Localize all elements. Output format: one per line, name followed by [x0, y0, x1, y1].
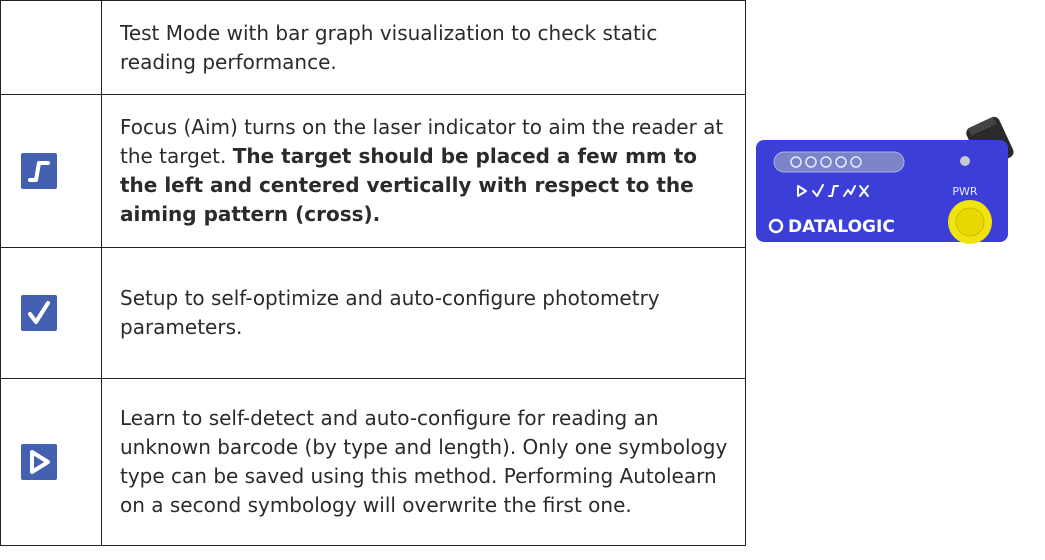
setup-icon — [21, 295, 57, 331]
text-cell: Focus (Aim) turns on the laser indicator… — [101, 94, 746, 248]
text-cell: Setup to self-optimize and auto-configur… — [101, 247, 746, 379]
description: Setup to self-optimize and auto-configur… — [120, 286, 660, 339]
table-row: Focus (Aim) turns on the laser indicator… — [0, 94, 746, 248]
power-label: PWR — [952, 185, 978, 198]
description: Focus (Aim) turns on the laser indicator… — [120, 115, 724, 168]
text-cell: Test Mode with bar graph visualization t… — [101, 0, 746, 95]
device-image: PWR DATALOGIC — [756, 116, 1014, 244]
icon-cell — [0, 378, 102, 546]
icon-cell — [0, 247, 102, 379]
table-row: Learn to self-detect and auto-configure … — [0, 378, 746, 546]
text-cell: Learn to self-detect and auto-configure … — [101, 378, 746, 546]
table-row: Setup to self-optimize and auto-configur… — [0, 247, 746, 379]
icon-cell — [0, 0, 102, 95]
description: Test Mode with bar graph visualization t… — [120, 20, 658, 74]
function-table: Test Mode with bar graph visualization t… — [0, 0, 746, 546]
description-emphasis: The target should be placed a few mm to … — [120, 144, 698, 226]
brand-label: DATALOGIC — [788, 217, 895, 237]
learn-icon — [21, 444, 57, 480]
table-row: Test Mode with bar graph visualization t… — [0, 0, 746, 95]
description: Learn to self-detect and auto-configure … — [120, 406, 728, 517]
icon-cell — [0, 94, 102, 248]
focus-icon — [21, 153, 57, 189]
